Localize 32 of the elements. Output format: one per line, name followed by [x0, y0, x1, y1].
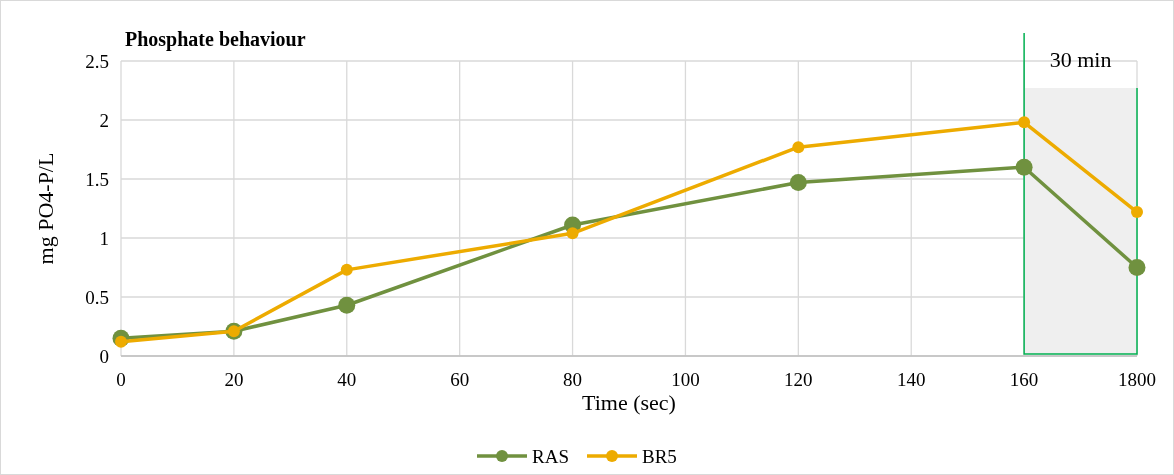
- legend-label: BR5: [642, 445, 677, 467]
- point: [1018, 116, 1031, 129]
- x-tick-label: 160: [1009, 369, 1039, 390]
- y-axis-title: mg PO4-P/L: [33, 152, 58, 265]
- legend-label: RAS: [532, 445, 569, 467]
- x-tick-label: 1800: [1118, 369, 1156, 390]
- y-tick-label: 0: [99, 345, 109, 367]
- y-tick-label: 2: [99, 109, 109, 131]
- x-tick-label: 120: [784, 369, 813, 390]
- point: [338, 296, 356, 314]
- y-tick-label: 1: [99, 227, 109, 249]
- x-tick-label: 40: [337, 369, 357, 390]
- point: [1015, 158, 1033, 176]
- x-tick-label: 80: [563, 369, 583, 390]
- point: [792, 141, 805, 154]
- x-tick-label: 100: [671, 369, 700, 390]
- point: [566, 227, 579, 240]
- x-axis-title: Time (sec): [582, 390, 676, 415]
- point: [115, 335, 127, 348]
- x-tick-label: 60: [450, 369, 470, 390]
- point: [1131, 206, 1143, 219]
- y-tick-label: 1.5: [85, 168, 109, 190]
- y-tick-label: 2.5: [85, 50, 109, 72]
- band-label: 30 min: [1049, 47, 1112, 72]
- point: [340, 263, 353, 276]
- point: [1128, 259, 1146, 276]
- y-tick-label: 0.5: [85, 286, 109, 308]
- chart-title: Phosphate behaviour: [125, 28, 306, 51]
- x-tick-label: 20: [224, 369, 244, 390]
- x-tick-label: 140: [896, 369, 926, 390]
- x-tick-label: 0: [116, 369, 126, 390]
- point: [789, 174, 807, 192]
